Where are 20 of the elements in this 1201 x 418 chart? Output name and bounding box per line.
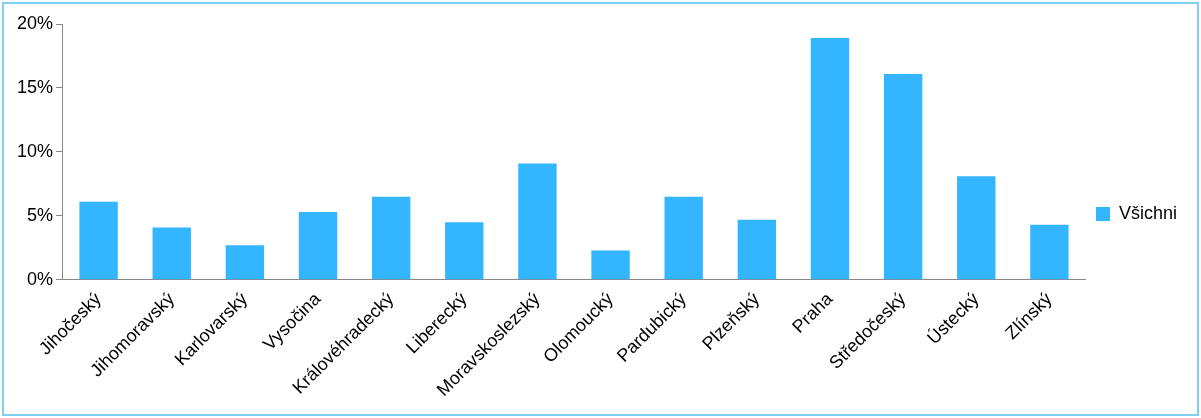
y-tick-label: 0%	[27, 268, 54, 289]
y-tick-label: 10%	[17, 140, 54, 161]
bar	[371, 196, 411, 280]
bar	[225, 245, 265, 280]
bar	[298, 212, 338, 280]
y-tick-label: 5%	[27, 204, 54, 225]
bar	[1030, 224, 1069, 280]
bar	[518, 163, 557, 280]
bar	[883, 73, 923, 280]
bar	[737, 219, 777, 280]
bar	[591, 250, 630, 280]
y-tick-label: 15%	[17, 76, 54, 97]
bar	[957, 176, 996, 280]
bar	[79, 201, 118, 280]
bar	[152, 227, 191, 280]
y-tick-label: 20%	[17, 12, 54, 33]
bar	[664, 196, 703, 280]
bar	[810, 38, 850, 280]
legend-label: Všichni	[1118, 202, 1178, 223]
bar	[445, 222, 484, 280]
